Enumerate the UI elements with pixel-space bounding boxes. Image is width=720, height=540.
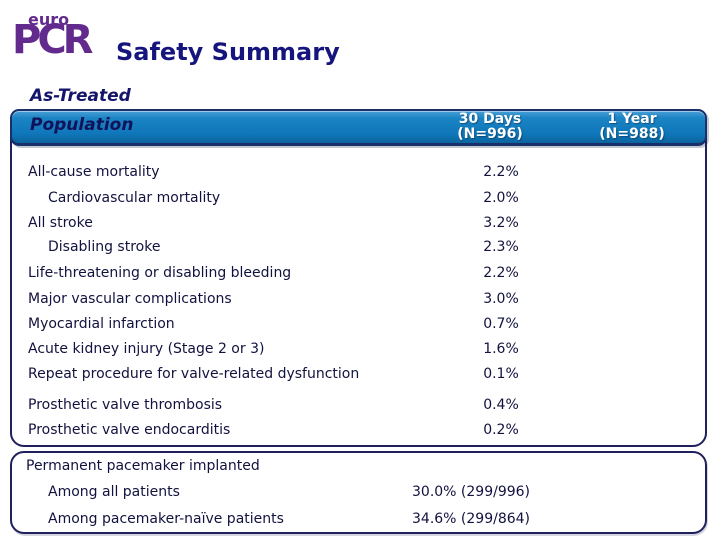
row-label: Disabling stroke bbox=[48, 239, 161, 255]
row-value-30d: 2.0% bbox=[483, 190, 519, 206]
column-header-label: 1 Year bbox=[607, 111, 657, 127]
row-label: All stroke bbox=[28, 215, 93, 231]
row-value-30d: 0.4% bbox=[483, 397, 519, 413]
row-label: All-cause mortality bbox=[28, 164, 160, 180]
logo-pcr-text: PCR bbox=[12, 17, 94, 63]
row-value-30d: 2.3% bbox=[483, 239, 519, 255]
row-label: Major vascular complications bbox=[28, 291, 232, 307]
row-label: Prosthetic valve thrombosis bbox=[28, 397, 223, 413]
row-value-30d: 0.1% bbox=[483, 366, 519, 382]
table-row: All stroke 3.2% bbox=[12, 212, 705, 234]
column-header-n: (N=996) bbox=[457, 126, 523, 143]
table-row: Repeat procedure for valve-related dysfu… bbox=[12, 363, 705, 385]
column-header-1year: 1 Year (N=988) bbox=[557, 111, 707, 143]
pacemaker-box: Permanent pacemaker implanted Among all … bbox=[10, 451, 707, 534]
table-row: All-cause mortality 2.2% bbox=[12, 161, 705, 183]
safety-table: All-cause mortality 2.2% Cardiovascular m… bbox=[10, 122, 707, 447]
table-row: Acute kidney injury (Stage 2 or 3) 1.6% bbox=[12, 338, 705, 360]
table-row: Major vascular complications 3.0% bbox=[12, 288, 705, 310]
row-value: 30.0% (299/996) bbox=[412, 484, 531, 500]
population-label-line1: As-Treated bbox=[30, 86, 131, 106]
europcr-logo: euro PCR bbox=[12, 8, 116, 76]
row-label: Repeat procedure for valve-related dysfu… bbox=[28, 366, 360, 382]
row-value-30d: 0.2% bbox=[483, 422, 519, 438]
table-row: Prosthetic valve endocarditis 0.2% bbox=[12, 419, 705, 441]
table-row: Cardiovascular mortality 2.0% bbox=[12, 187, 705, 209]
column-header-label: 30 Days bbox=[458, 111, 522, 127]
table-row: Prosthetic valve thrombosis 0.4% bbox=[12, 394, 705, 416]
pacemaker-title: Permanent pacemaker implanted bbox=[26, 458, 260, 474]
row-label: Myocardial infarction bbox=[28, 316, 175, 332]
row-value-30d: 3.0% bbox=[483, 291, 519, 307]
row-label: Cardiovascular mortality bbox=[48, 190, 221, 206]
table-row: Among pacemaker-naïve patients 34.6% (29… bbox=[12, 508, 705, 530]
row-value-30d: 2.2% bbox=[483, 265, 519, 281]
row-label: Among pacemaker-naïve patients bbox=[48, 511, 284, 527]
page-title: Safety Summary bbox=[116, 38, 340, 66]
row-value-30d: 1.6% bbox=[483, 341, 519, 357]
column-header-30days: 30 Days (N=996) bbox=[405, 111, 575, 143]
population-label-line2: Population bbox=[30, 115, 134, 135]
row-label: Life-threatening or disabling bleeding bbox=[28, 265, 292, 281]
table-row: Disabling stroke 2.3% bbox=[12, 236, 705, 258]
row-value-30d: 2.2% bbox=[483, 164, 519, 180]
row-value: 34.6% (299/864) bbox=[412, 511, 531, 527]
row-label: Among all patients bbox=[48, 484, 180, 500]
table-header-bar: Population 30 Days (N=996) 1 Year (N=988… bbox=[10, 109, 707, 146]
table-row: Myocardial infarction 0.7% bbox=[12, 313, 705, 335]
logo-euro-text: euro bbox=[28, 10, 70, 29]
row-value-30d: 3.2% bbox=[483, 215, 519, 231]
row-label: Acute kidney injury (Stage 2 or 3) bbox=[28, 341, 265, 357]
row-value-30d: 0.7% bbox=[483, 316, 519, 332]
column-header-n: (N=988) bbox=[599, 126, 665, 143]
table-row: Life-threatening or disabling bleeding 2.… bbox=[12, 262, 705, 284]
table-row: Among all patients 30.0% (299/996) bbox=[12, 481, 705, 503]
row-label: Prosthetic valve endocarditis bbox=[28, 422, 231, 438]
